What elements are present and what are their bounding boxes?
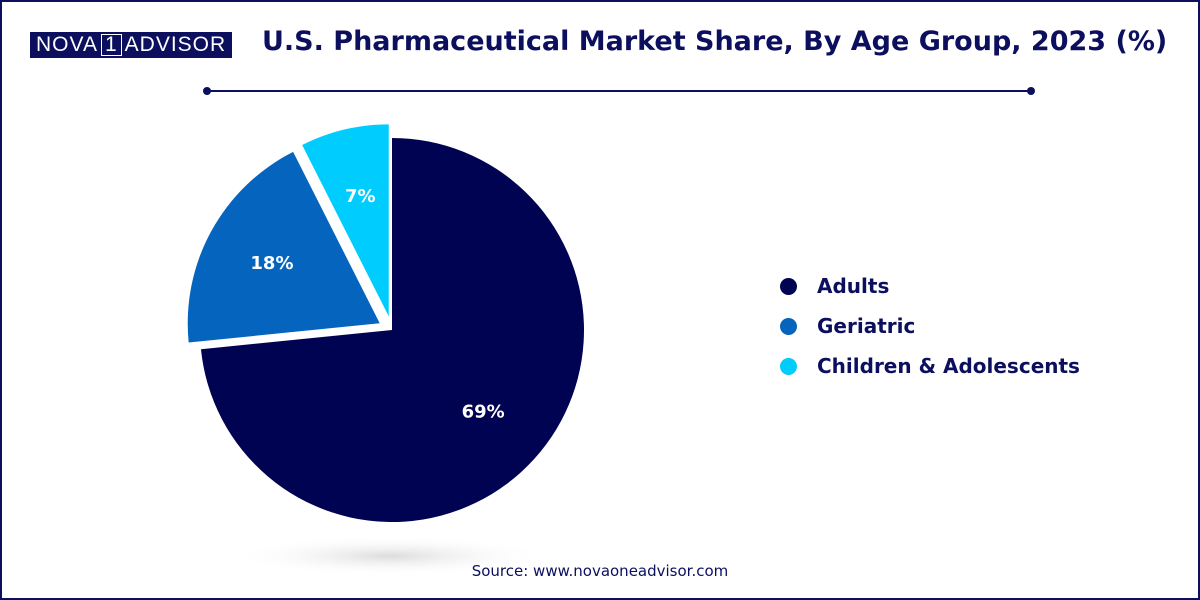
divider-right-dot bbox=[1027, 87, 1035, 95]
nova-advisor-logo: NOVA 1 ADVISOR bbox=[30, 32, 233, 58]
pie-shadow bbox=[230, 536, 550, 576]
legend-item-geriatric: Geriatric bbox=[780, 306, 1080, 346]
pie-slice-adults bbox=[200, 138, 584, 523]
legend-swatch-geriatric bbox=[780, 317, 797, 335]
pie-slice-children-adolescents bbox=[302, 124, 389, 317]
data-label-children-adolescents: 7% bbox=[345, 186, 376, 207]
logo-text-one: 1 bbox=[100, 34, 122, 56]
pie-slice-geriatric bbox=[187, 151, 380, 343]
legend-swatch-adults bbox=[780, 277, 797, 295]
legend-label-geriatric: Geriatric bbox=[817, 314, 916, 338]
data-label-geriatric: 18% bbox=[250, 253, 293, 274]
legend-swatch-children-adolescents bbox=[780, 357, 797, 375]
logo-text-left: NOVA bbox=[36, 33, 98, 56]
logo-text-right: ADVISOR bbox=[124, 33, 227, 56]
legend-label-adults: Adults bbox=[817, 274, 890, 298]
divider-left-dot bbox=[203, 87, 211, 95]
legend: Adults Geriatric Children & Adolescents bbox=[780, 266, 1080, 386]
legend-item-children-adolescents: Children & Adolescents bbox=[780, 346, 1080, 386]
title-divider bbox=[207, 90, 1031, 92]
legend-item-adults: Adults bbox=[780, 266, 1080, 306]
data-label-adults: 69% bbox=[462, 401, 505, 422]
legend-label-children-adolescents: Children & Adolescents bbox=[817, 354, 1080, 378]
chart-title: U.S. Pharmaceutical Market Share, By Age… bbox=[262, 26, 1168, 57]
source-note: Source: www.novaoneadvisor.com bbox=[471, 562, 729, 580]
